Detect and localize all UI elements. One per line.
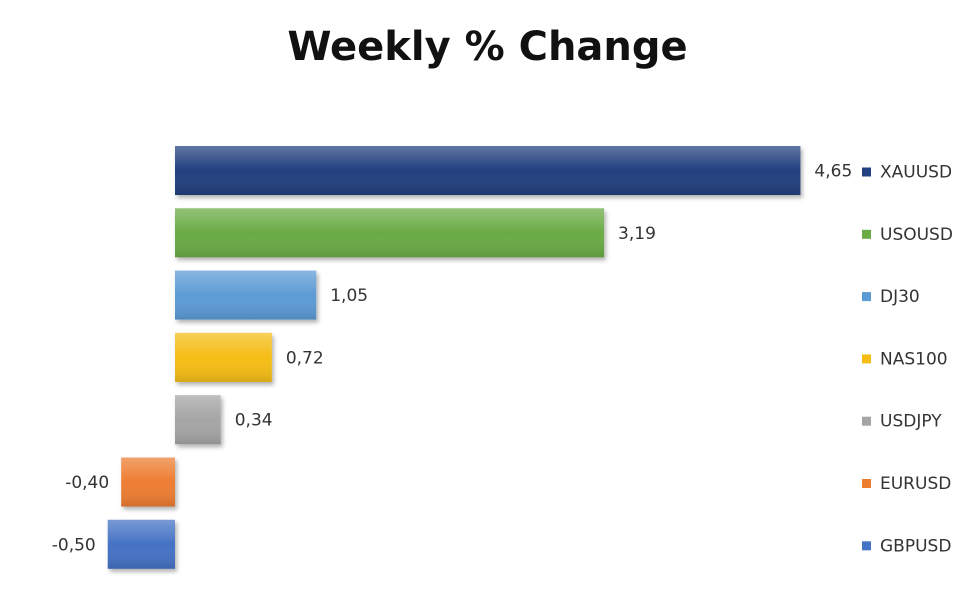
legend-label-xauusd: XAUUSD bbox=[880, 163, 952, 183]
legend-swatch-dj30 bbox=[862, 292, 871, 302]
value-label-eurusd: -0,40 bbox=[65, 473, 109, 493]
legend-item-dj30: DJ30 bbox=[862, 287, 920, 307]
value-label-usousd: 3,19 bbox=[618, 224, 656, 244]
legend-item-eurusd: EURUSD bbox=[862, 474, 951, 494]
legend-label-gbpusd: GBPUSD bbox=[880, 536, 951, 556]
legend-label-usousd: USOUSD bbox=[880, 225, 953, 245]
legend-swatch-nas100 bbox=[862, 354, 871, 364]
bar-usousd bbox=[175, 208, 605, 258]
value-label-gbpusd: -0,50 bbox=[52, 535, 96, 555]
value-label-dj30: 1,05 bbox=[330, 286, 368, 306]
bar-dj30-shine bbox=[175, 270, 317, 320]
legend-item-gbpusd: GBPUSD bbox=[862, 536, 951, 556]
bar-dj30 bbox=[175, 270, 317, 320]
bar-eurusd-shine bbox=[121, 457, 175, 507]
legend-label-nas100: NAS100 bbox=[880, 349, 948, 369]
bar-usdjpy-shine bbox=[175, 395, 221, 445]
legend-item-nas100: NAS100 bbox=[862, 349, 948, 369]
legend-label-usdjpy: USDJPY bbox=[880, 412, 942, 432]
bar-nas100-shine bbox=[175, 332, 272, 382]
legend-label-dj30: DJ30 bbox=[880, 287, 920, 307]
legend-swatch-xauusd bbox=[862, 167, 871, 177]
value-label-nas100: 0,72 bbox=[286, 348, 324, 368]
bar-usdjpy bbox=[175, 395, 221, 445]
bar-xauusd-shine bbox=[175, 146, 801, 195]
value-label-usdjpy: 0,34 bbox=[235, 411, 273, 431]
legend-item-xauusd: XAUUSD bbox=[862, 163, 952, 183]
legend-swatch-gbpusd bbox=[862, 541, 871, 551]
bar-xauusd bbox=[175, 146, 801, 195]
value-label-xauusd: 4,65 bbox=[814, 162, 852, 182]
legend-item-usdjpy: USDJPY bbox=[862, 412, 942, 432]
legend-swatch-eurusd bbox=[862, 479, 871, 488]
legend: XAUUSD USOUSD DJ30 NAS100 USDJPY EURUSD GBPUSD bbox=[862, 163, 953, 556]
legend-swatch-usdjpy bbox=[862, 416, 871, 426]
bar-nas100 bbox=[175, 332, 272, 382]
legend-swatch-usousd bbox=[862, 229, 871, 239]
value-labels-group: 4,65 3,19 1,05 0,72 0,34 -0,40 -0,50 bbox=[52, 162, 853, 556]
chart-title: Weekly % Change bbox=[287, 24, 688, 70]
bar-gbpusd bbox=[107, 519, 175, 569]
legend-item-usousd: USOUSD bbox=[862, 225, 953, 245]
legend-label-eurusd: EURUSD bbox=[880, 474, 951, 494]
bar-usousd-shine bbox=[175, 208, 605, 258]
bars-group bbox=[107, 146, 801, 569]
bar-eurusd bbox=[121, 457, 175, 507]
bar-gbpusd-shine bbox=[107, 519, 175, 569]
